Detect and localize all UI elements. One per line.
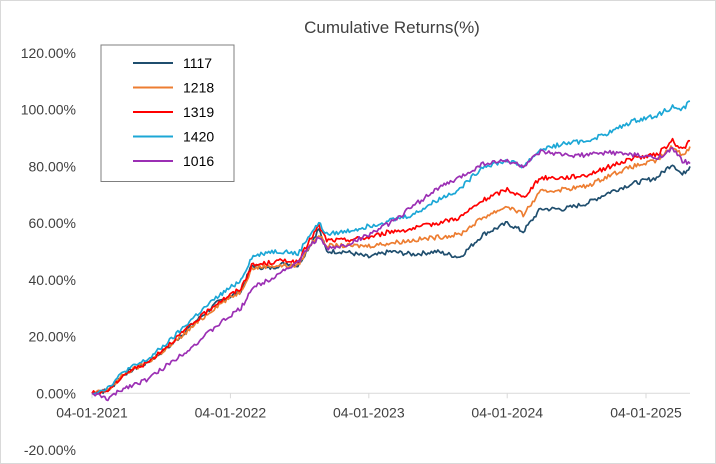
y-tick-label: 0.00% — [36, 385, 76, 401]
legend: 1117 1218 1319 1420 1016 — [100, 44, 235, 182]
x-tick-label: 04-01-2025 — [610, 404, 682, 420]
legend-label: 1218 — [183, 80, 214, 96]
series-line-1319 — [91, 137, 691, 395]
x-tick-label: 04-01-2024 — [471, 404, 543, 420]
x-tick-label: 04-01-2023 — [333, 404, 405, 420]
legend-label: 1420 — [183, 129, 214, 145]
y-tick-label: 80.00% — [29, 158, 76, 174]
series-line-1420 — [91, 100, 691, 395]
series-line-1016 — [91, 147, 691, 402]
y-tick-label: 40.00% — [29, 272, 76, 288]
legend-label: 1117 — [183, 55, 212, 71]
y-tick-label: 100.00% — [21, 102, 76, 118]
y-tick-label: 20.00% — [29, 329, 76, 345]
series-line-1117 — [91, 164, 691, 396]
y-tick-label: 60.00% — [29, 215, 76, 231]
y-tick-label: -20.00% — [24, 442, 76, 458]
legend-label: 1016 — [183, 153, 214, 169]
x-tick-label: 04-01-2022 — [195, 404, 267, 420]
series-line-1218 — [91, 145, 691, 394]
chart-title: Cumulative Returns(%) — [304, 18, 480, 37]
series-group — [91, 100, 691, 402]
legend-box — [100, 44, 235, 182]
legend-label: 1319 — [183, 104, 214, 120]
y-tick-label: 120.00% — [21, 45, 76, 61]
y-axis: -20.00% 0.00% 20.00% 40.00% 60.00% 80.00% 100.… — [21, 45, 76, 458]
x-axis: 04-01-2021 04-01-2022 04-01-2023 04-01-2024… — [56, 392, 690, 420]
x-tick-label: 04-01-2021 — [56, 404, 128, 420]
